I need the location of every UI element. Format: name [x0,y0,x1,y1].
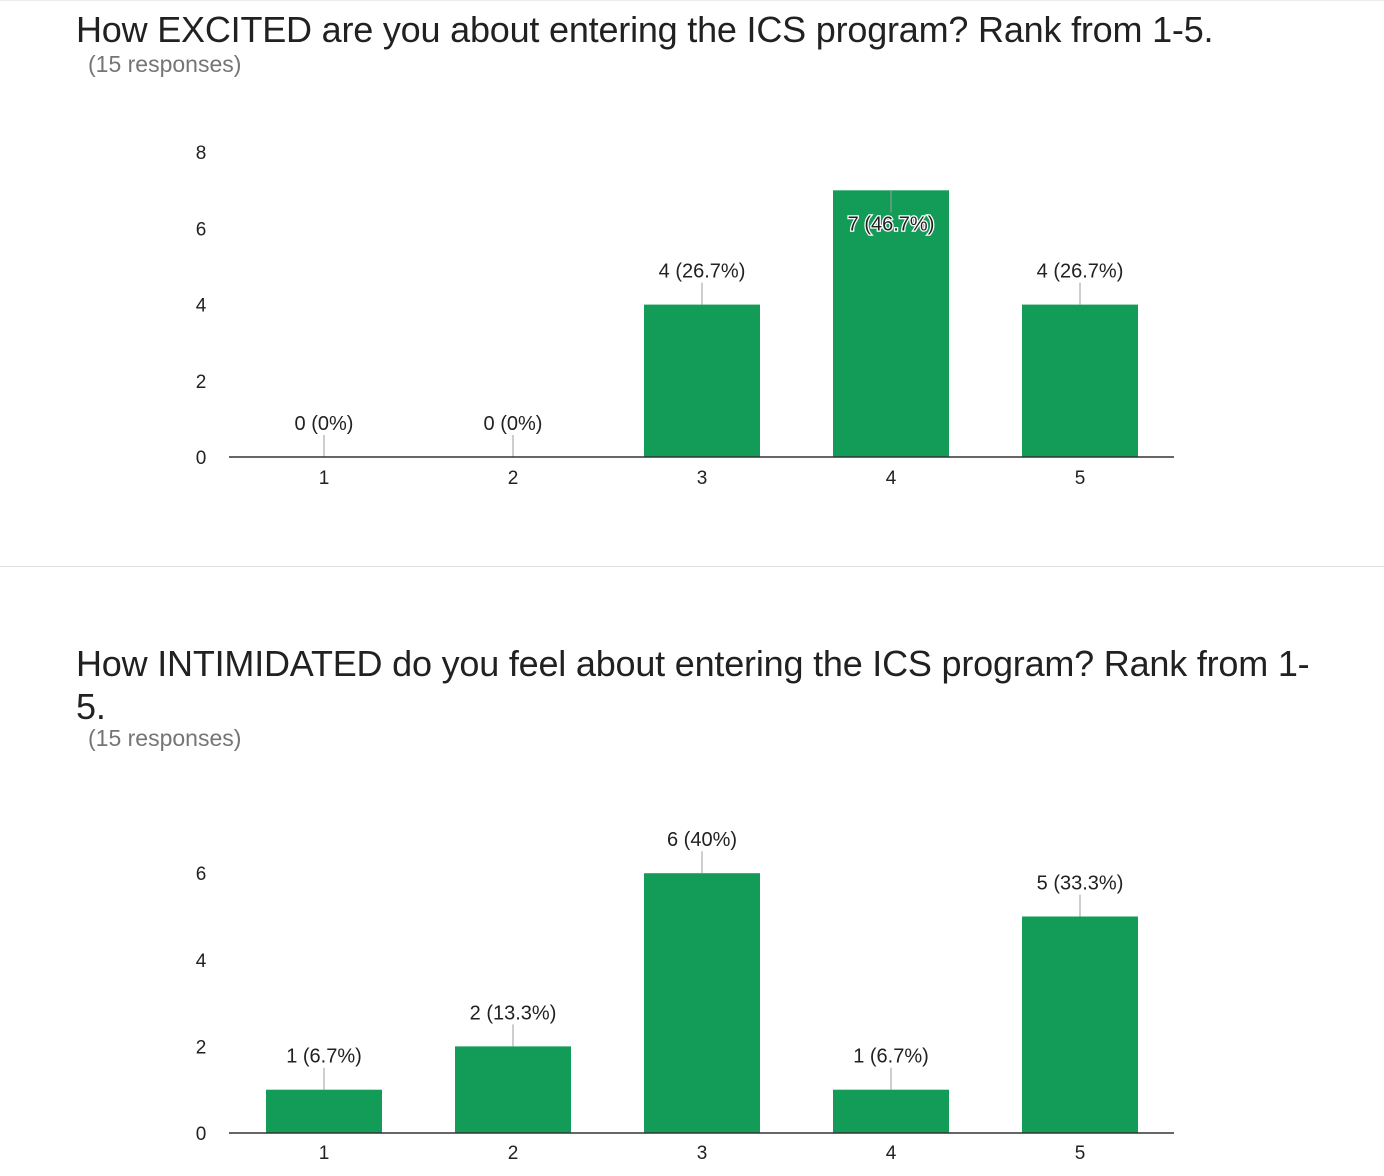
bar [833,190,949,458]
x-tick-label: 1 [319,1143,330,1164]
data-label: 6 (40%) [667,829,737,851]
data-label: 0 (0%) [295,413,354,435]
x-tick-label: 5 [1075,468,1086,489]
bar [1022,304,1138,457]
x-tick-label: 4 [886,468,897,489]
bar [455,1046,571,1133]
data-label: 4 (26.7%) [659,261,746,283]
y-tick-label: 4 [196,951,207,972]
question-title: How EXCITED are you about entering the I… [76,9,1214,50]
data-label: 1 (6.7%) [853,1046,929,1068]
y-tick-label: 0 [196,448,207,469]
response-count: (15 responses) [88,51,242,77]
x-tick-label: 2 [508,1143,519,1164]
x-tick-label: 3 [697,1143,708,1164]
response-count: (15 responses) [88,725,242,751]
y-tick-label: 0 [196,1124,207,1145]
data-label: 1 (6.7%) [286,1046,362,1068]
question-intimidated: How INTIMIDATED do you feel about enteri… [0,567,1384,1176]
bar [1022,916,1138,1133]
x-tick-label: 2 [508,468,519,489]
data-label: 2 (13.3%) [470,1002,557,1024]
question-excited: How EXCITED are you about entering the I… [0,0,1384,566]
y-tick-label: 6 [196,219,207,240]
bar [266,1089,382,1133]
x-tick-label: 4 [886,1143,897,1164]
data-label: 7 (46.7%) [848,213,935,235]
bar-chart-intimidated: 0 2 4 6 1 (6.7%) 1 2 (13.3%) 2 6 (40%) 3 1 (6.7%) 4… [196,829,1174,1164]
data-label: 0 (0%) [484,413,543,435]
bar [644,304,760,457]
top-divider [0,0,1384,1]
y-tick-label: 2 [196,1037,207,1058]
question-title: How INTIMIDATED do you feel about enteri… [76,643,1310,727]
section-divider [0,566,1384,567]
y-tick-label: 6 [196,864,207,885]
bar [644,873,760,1133]
y-tick-label: 8 [196,143,207,164]
y-tick-label: 2 [196,372,207,393]
x-tick-label: 3 [697,468,708,489]
x-tick-label: 5 [1075,1143,1086,1164]
y-tick-label: 4 [196,296,207,317]
data-label: 4 (26.7%) [1037,261,1124,283]
bar-chart-excited: 0 2 4 6 8 0 (0%) 1 0 (0%) 2 4 (26.7%) 3 7 (46.7%) 4 4… [196,143,1174,489]
bar [833,1089,949,1133]
data-label: 5 (33.3%) [1037,873,1124,895]
x-tick-label: 1 [319,468,330,489]
